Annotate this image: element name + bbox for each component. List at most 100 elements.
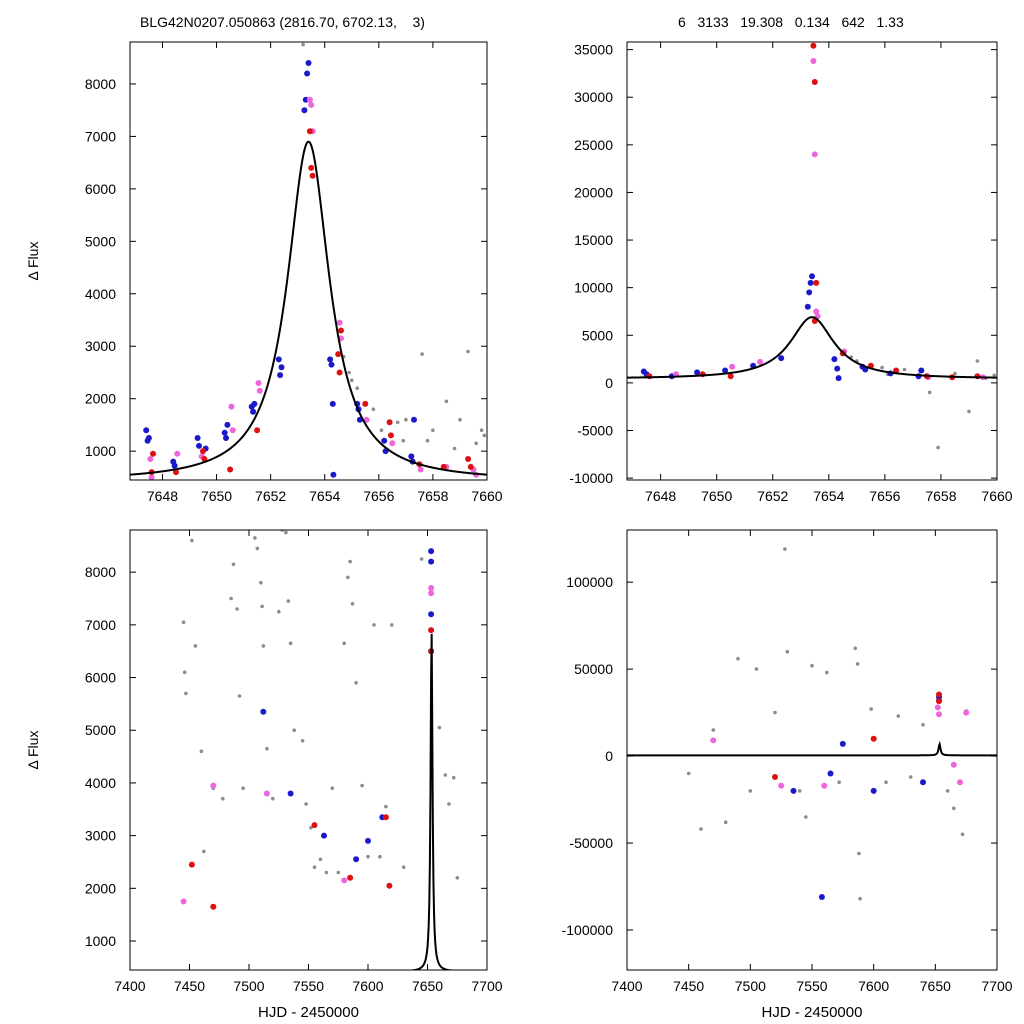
data-point-blue (722, 367, 729, 374)
data-point-magenta (963, 709, 970, 716)
data-point-red (465, 456, 472, 462)
x-tick-label: 7656 (869, 488, 900, 504)
data-point-grey (318, 857, 323, 862)
data-point-grey (255, 546, 260, 551)
data-point-blue (918, 367, 925, 374)
data-point-blue (143, 427, 150, 434)
model-curve (404, 633, 460, 970)
data-point-blue (328, 361, 335, 368)
data-point-grey (324, 870, 329, 875)
data-point-grey (231, 562, 236, 567)
data-point-blue (327, 356, 334, 363)
data-point-grey (360, 783, 364, 788)
x-tick-label: 7660 (981, 488, 1012, 504)
data-point-grey (960, 832, 965, 837)
y-tick-label: 8000 (85, 76, 116, 92)
y-tick-label: 5000 (582, 327, 613, 343)
y-tick-label: 5000 (85, 233, 116, 249)
plot-frame (129, 41, 488, 481)
data-point-magenta (710, 737, 717, 744)
data-point-grey (837, 780, 841, 784)
y-tick-label: 15000 (574, 232, 613, 248)
data-point-red (338, 327, 344, 334)
y-tick-label: 35000 (574, 42, 613, 58)
data-point-red (936, 691, 942, 698)
data-point-magenta (428, 585, 435, 591)
data-point-blue (260, 708, 267, 715)
y-tick-label: 7000 (85, 128, 116, 144)
data-point-grey (259, 580, 263, 585)
data-point-grey (261, 644, 266, 648)
data-point-grey (237, 694, 242, 698)
data-point-grey (869, 707, 873, 711)
x-tick-label: 7654 (813, 488, 844, 504)
data-point-blue (839, 740, 846, 747)
data-point-magenta (810, 58, 817, 64)
data-point-red (150, 450, 156, 457)
data-point-magenta (174, 450, 181, 457)
data-point-blue (194, 435, 201, 441)
data-point-grey (286, 599, 291, 603)
panel-bottom-right: 7400 7450 7500 7550 7600 7650 7700 -100000 -5000… (562, 529, 1013, 1021)
data-point-grey (420, 352, 424, 356)
data-point-grey (825, 670, 829, 675)
y-tick-label: 1000 (85, 933, 116, 949)
data-point-grey (260, 604, 264, 609)
x-tick-label: 7654 (309, 488, 340, 504)
data-point-grey (312, 865, 317, 869)
data-point-blue (321, 832, 327, 839)
data-point-blue (329, 400, 336, 407)
data-point-grey (447, 802, 451, 806)
data-point-grey (378, 854, 382, 859)
data-point-grey (736, 656, 740, 661)
data-point-grey (284, 530, 288, 535)
data-point-grey (371, 407, 376, 412)
data-point-blue (778, 355, 785, 362)
data-point-red (936, 698, 942, 705)
data-point-grey (437, 725, 442, 730)
fit-parameters-header: 6 3133 19.308 0.134 642 1.33 (678, 14, 904, 30)
data-point-blue (171, 462, 178, 469)
data-point-grey (425, 438, 430, 443)
x-tick-label: 7400 (114, 978, 145, 994)
y-tick-label: 10000 (574, 280, 613, 296)
data-point-magenta (228, 403, 235, 410)
data-point-magenta (147, 456, 154, 462)
data-point-magenta (341, 877, 348, 884)
data-point-blue (834, 365, 841, 372)
data-point-magenta (813, 308, 820, 315)
x-tick-label: 7650 (701, 488, 732, 504)
data-point-blue (408, 453, 415, 460)
data-point-grey (482, 433, 487, 438)
data-point-grey (686, 771, 691, 776)
data-point-grey (202, 849, 206, 854)
data-point-blue (224, 421, 231, 428)
x-tick-label: 7700 (981, 978, 1012, 994)
data-point-grey (953, 371, 957, 376)
data-point-blue (287, 790, 294, 797)
data-point-grey (304, 802, 308, 806)
data-point-grey (401, 865, 406, 869)
data-point-grey (810, 663, 814, 668)
data-point-red (388, 432, 394, 439)
data-point-magenta (821, 782, 828, 789)
data-point-grey (182, 670, 187, 675)
data-point-grey (748, 789, 753, 793)
data-point-magenta (256, 387, 263, 394)
data-point-magenta (757, 358, 764, 365)
data-point-magenta (210, 782, 217, 789)
data-point-grey (390, 623, 394, 627)
y-tick-label: 4000 (85, 775, 116, 791)
model-curve (627, 740, 997, 757)
x-tick-label: 7656 (363, 488, 394, 504)
data-point-grey (366, 854, 370, 859)
data-point-grey (348, 559, 352, 564)
x-tick-label: 7658 (417, 488, 448, 504)
data-point-grey (336, 870, 341, 875)
data-point-magenta (263, 790, 270, 797)
data-point-red (811, 79, 818, 85)
data-point-magenta (336, 319, 343, 326)
x-tick-label: 7600 (858, 978, 889, 994)
data-point-grey (221, 796, 225, 801)
y-tick-label: 6000 (85, 181, 116, 197)
